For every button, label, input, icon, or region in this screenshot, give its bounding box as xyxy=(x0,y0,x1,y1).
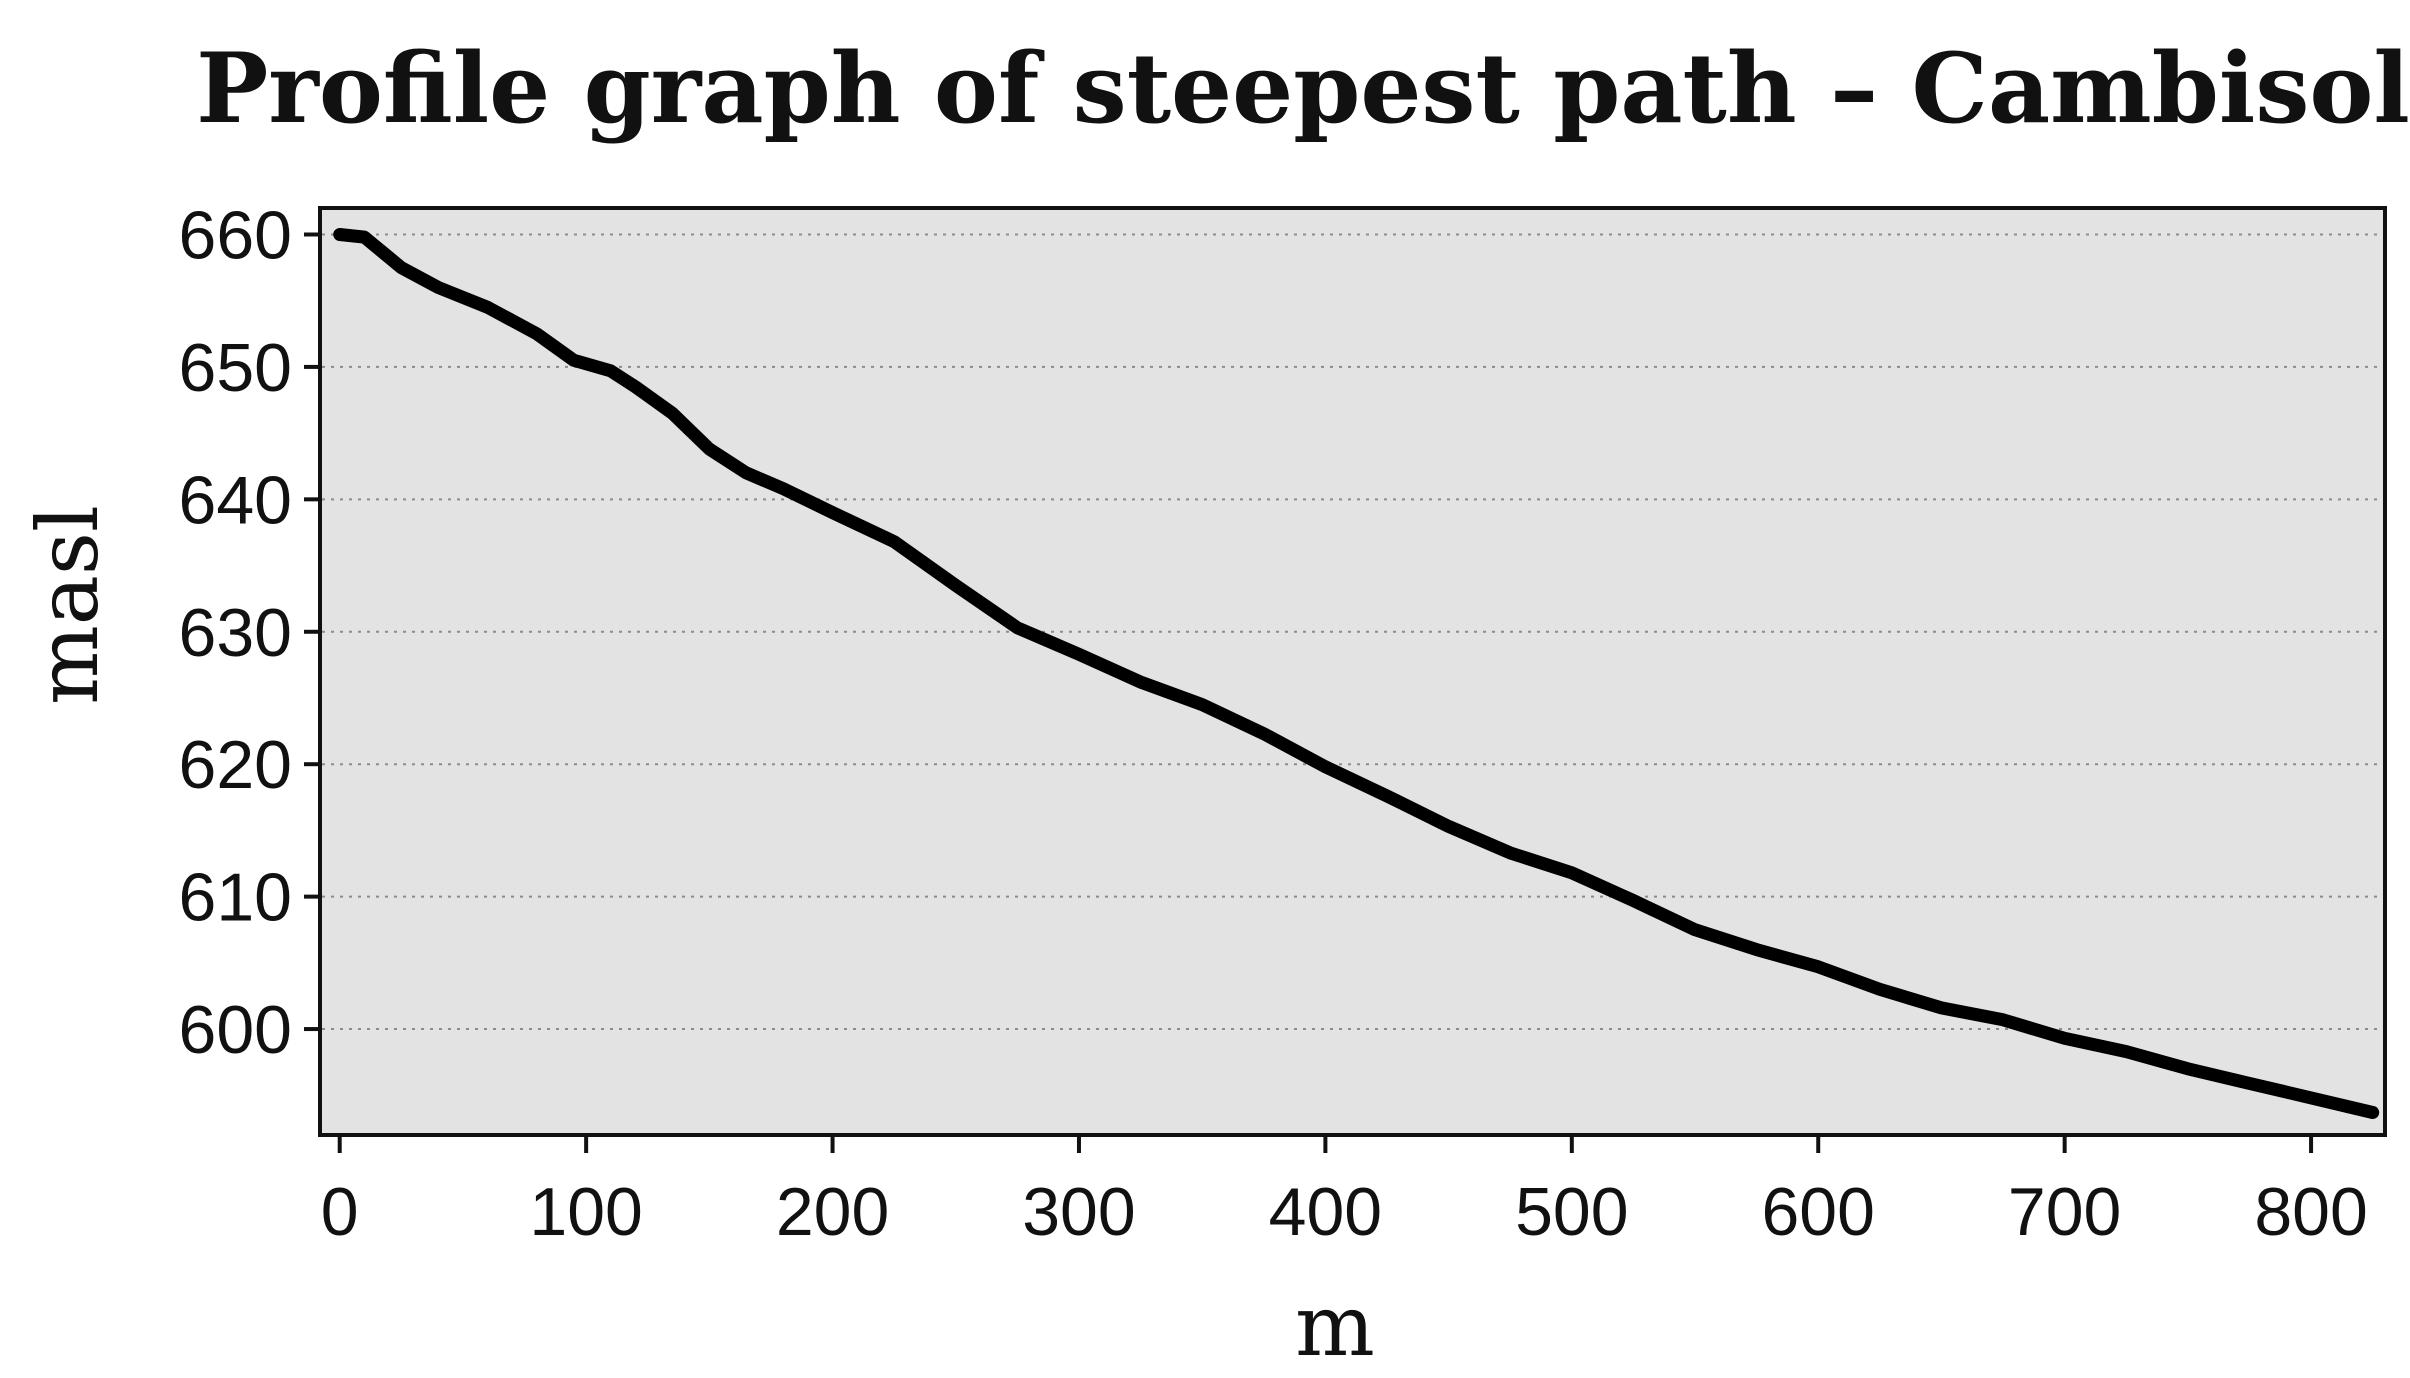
y-tick-label: 650 xyxy=(179,330,292,406)
x-tick-label: 200 xyxy=(776,1174,889,1250)
x-tick-label: 100 xyxy=(529,1174,642,1250)
series-layer xyxy=(333,228,2380,1119)
chart-title: Profile graph of steepest path – Cambiso… xyxy=(196,32,2410,145)
axis-ticks: 600 610 620 630 640 650 660 0 100 200 300 400 500 600… xyxy=(179,197,2368,1250)
grid-lines xyxy=(322,233,2383,1031)
plot-area xyxy=(318,206,2387,1137)
series-line xyxy=(333,228,2380,1119)
x-tick-label: 400 xyxy=(1269,1174,1382,1250)
x-axis-label: m xyxy=(1295,1277,1375,1375)
x-tick-label: 700 xyxy=(2008,1174,2121,1250)
y-axis-label: masl xyxy=(19,505,117,705)
x-tick-label: 500 xyxy=(1515,1174,1628,1250)
y-tick-label: 630 xyxy=(179,595,292,671)
x-tick-label: 0 xyxy=(321,1174,359,1250)
x-tick-label: 800 xyxy=(2254,1174,2367,1250)
y-tick-label: 610 xyxy=(179,860,292,936)
y-tick-label: 660 xyxy=(179,197,292,273)
x-tick-label: 300 xyxy=(1022,1174,1135,1250)
y-tick-label: 620 xyxy=(179,727,292,803)
y-tick-label: 640 xyxy=(179,462,292,538)
y-tick-label: 600 xyxy=(179,992,292,1068)
x-tick-label: 600 xyxy=(1761,1174,1874,1250)
